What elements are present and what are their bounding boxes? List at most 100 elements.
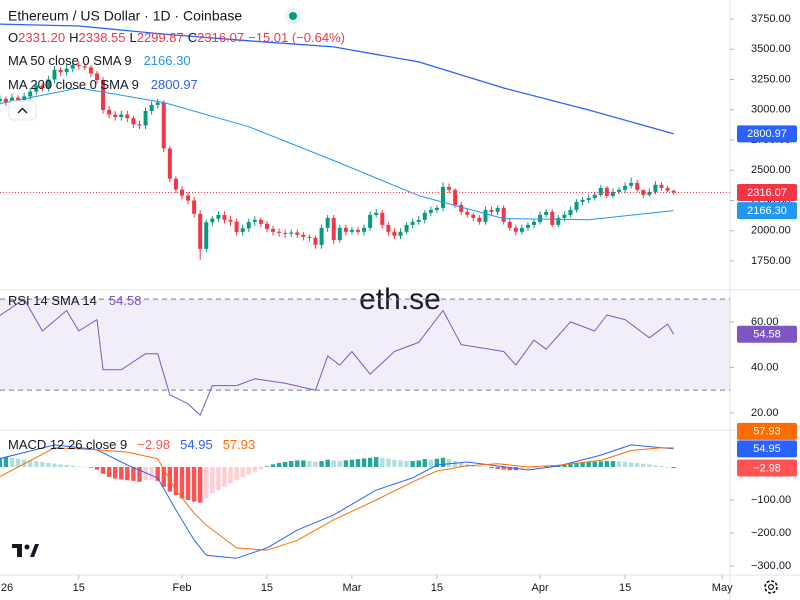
rsi-band (0, 299, 730, 391)
pane (0, 444, 676, 559)
histogram-bar (282, 462, 288, 467)
histogram-bar (349, 459, 355, 467)
candle-body (319, 227, 324, 245)
histogram-bar (94, 466, 100, 470)
candle-body (137, 124, 142, 126)
histogram-bar (337, 461, 342, 467)
candle-body (192, 200, 197, 214)
candle-body (586, 197, 591, 200)
ohlc-value: 2299.87 (137, 30, 184, 45)
histogram-bar (52, 463, 57, 467)
histogram-bar (149, 466, 154, 480)
candle-body (495, 207, 500, 212)
candle-body (374, 212, 379, 215)
x-tick-label: May (712, 582, 733, 594)
candle-body (404, 224, 409, 232)
histogram-bar (246, 466, 251, 475)
histogram-bar (616, 461, 622, 467)
candle-body (604, 187, 609, 196)
histogram-bar (3, 457, 9, 467)
histogram-bar (307, 461, 312, 467)
button-frame[interactable] (8, 100, 37, 121)
histogram-bar (410, 461, 415, 467)
candle-body (349, 229, 354, 232)
histogram-bar (191, 466, 197, 502)
candle-body (88, 67, 93, 74)
price-badge (737, 183, 797, 201)
candle-body (52, 69, 57, 80)
y-tick-label: 3250.00 (751, 73, 791, 85)
candle-body (22, 96, 27, 101)
ohlc-value: 2338.55 (79, 30, 126, 45)
indicator-value: 54.95 (180, 437, 213, 452)
histogram-bar (525, 466, 531, 469)
histogram-bar (489, 466, 494, 468)
candle-body (107, 109, 112, 115)
candle-body (10, 97, 15, 103)
histogram-bar (222, 466, 227, 487)
histogram-bar (295, 460, 300, 467)
candle-body (101, 79, 106, 110)
histogram-bar (598, 461, 603, 467)
price-change: −15.01 (−0.64%) (248, 30, 345, 45)
histogram-bar (659, 466, 664, 467)
candle-body (562, 214, 567, 218)
candle-body (228, 219, 233, 222)
histogram-bar (88, 466, 94, 468)
candle-body (283, 232, 288, 234)
x-tick-label: 15 (619, 582, 631, 594)
y-tick-label: 3500.00 (751, 43, 791, 55)
candle-body (574, 201, 579, 210)
candle-body (641, 189, 646, 195)
candle-body (234, 221, 239, 232)
candle-body (76, 64, 81, 67)
indicator-value: 2166.30 (144, 53, 191, 68)
histogram-bar (258, 466, 264, 469)
histogram-bar (70, 465, 75, 467)
ohlc-key: L (130, 30, 137, 45)
candle-body (210, 218, 215, 223)
settings-button[interactable] (764, 580, 778, 594)
logo-part (24, 544, 30, 550)
histogram-bar (40, 462, 45, 467)
histogram-bar (671, 466, 676, 468)
histogram-bar (434, 458, 440, 467)
histogram-bar (635, 463, 640, 467)
candle-body (513, 227, 518, 232)
market-status-icon[interactable] (285, 8, 301, 24)
candle-body (610, 191, 615, 196)
candle-body (264, 223, 269, 229)
candle-body (0, 98, 2, 102)
indicator-value: −2.98 (137, 437, 170, 452)
histogram-bar (313, 461, 318, 467)
histogram-bar (58, 464, 63, 467)
candle-body (647, 191, 652, 195)
candle-body (459, 204, 464, 212)
x-tick-label: Apr (532, 582, 549, 594)
histogram-bar (204, 466, 209, 499)
candle-body (671, 190, 676, 193)
logo-part (17, 544, 22, 557)
collapse-legend-button[interactable] (8, 100, 37, 121)
candle-body (386, 224, 391, 232)
tradingview-logo[interactable] (12, 544, 39, 557)
chevron-icon (17, 107, 28, 114)
candle-body (544, 211, 549, 215)
histogram-bar (483, 466, 488, 467)
histogram-bar (197, 466, 203, 503)
candle-body (368, 214, 373, 228)
candle-body (58, 69, 63, 73)
histogram-bar (392, 459, 397, 467)
candle-body (240, 228, 245, 232)
candle-body (343, 227, 348, 232)
histogram-bar (100, 466, 106, 474)
candle-body (434, 207, 439, 210)
candle-body (422, 212, 427, 220)
candle-body (216, 214, 221, 219)
histogram-bar (543, 466, 549, 467)
status-dot (289, 12, 297, 20)
candle-body (483, 209, 488, 222)
histogram-bar (301, 460, 306, 467)
candle-body (246, 221, 251, 229)
price-badge (737, 125, 797, 143)
